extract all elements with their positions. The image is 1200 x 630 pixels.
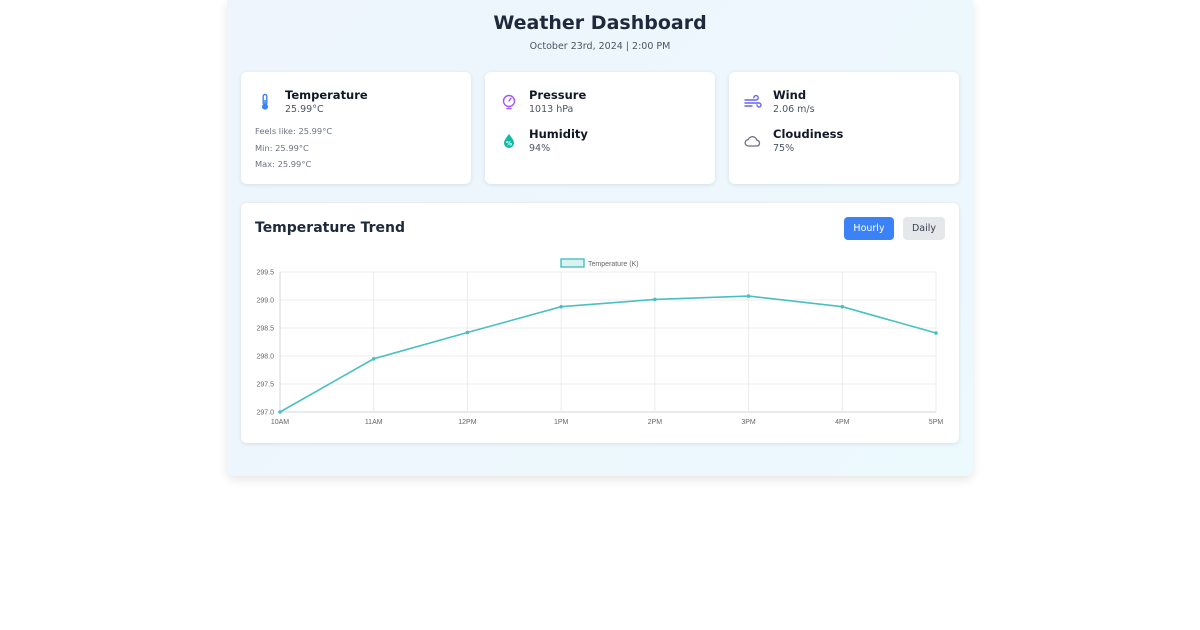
hourly-button[interactable]: Hourly <box>844 217 894 240</box>
gauge-icon <box>499 92 519 112</box>
y-tick-label: 297.5 <box>256 382 274 389</box>
cloudiness-stat: Cloudiness 75% <box>743 127 943 161</box>
thermometer-icon <box>255 92 275 112</box>
pressure-humidity-card: Pressure 1013 hPa % Humidity 94% <box>485 72 715 184</box>
temperature-data-point <box>559 304 563 309</box>
min-temp-text: Min: 25.99°C <box>255 143 309 153</box>
x-tick-label: 5PM <box>929 419 944 426</box>
x-tick-label: 1PM <box>554 419 569 426</box>
wind-label: Wind <box>773 88 807 102</box>
temperature-data-point <box>934 331 938 335</box>
droplet-icon: % <box>499 131 519 151</box>
humidity-value: 94% <box>529 143 551 154</box>
wind-stat: Wind 2.06 m/s <box>743 88 943 122</box>
pressure-value: 1013 hPa <box>529 104 574 115</box>
page-title: Weather Dashboard <box>493 12 707 34</box>
temperature-trend-card: Temperature Trend Hourly Daily 297.0 297.… <box>241 203 959 443</box>
humidity-label: Humidity <box>529 127 588 141</box>
cloudiness-value: 75% <box>773 143 795 154</box>
x-tick-label: 4PM <box>835 419 850 426</box>
wind-cloudiness-card: Wind 2.06 m/s Cloudiness 75% <box>729 72 959 184</box>
temperature-stat: Temperature 25.99°C <box>255 88 455 122</box>
pressure-stat: Pressure 1013 hPa <box>499 88 699 122</box>
date-time: October 23rd, 2024 | 2:00 PM <box>529 41 671 52</box>
y-tick-label: 297.0 <box>256 410 274 417</box>
y-tick-label: 299.5 <box>256 270 274 277</box>
pressure-label: Pressure <box>529 88 587 102</box>
y-tick-label: 298.0 <box>256 354 274 361</box>
temperature-data-point <box>371 357 376 361</box>
y-tick-label: 298.5 <box>256 326 274 333</box>
trend-title: Temperature Trend <box>255 220 405 236</box>
temperature-data-point <box>278 410 282 414</box>
x-tick-label: 3PM <box>741 419 756 426</box>
x-tick-label: 2PM <box>648 419 663 426</box>
temperature-label: Temperature <box>285 88 368 102</box>
temperature-data-point <box>653 297 657 302</box>
temperature-series-line <box>279 295 937 413</box>
svg-text:%: % <box>506 141 512 148</box>
temperature-value: 25.99°C <box>285 104 324 115</box>
legend-swatch <box>560 258 585 268</box>
legend-label: Temperature (K) <box>588 261 639 268</box>
cloud-icon <box>743 131 763 151</box>
wind-icon <box>743 92 763 112</box>
x-tick-label: 12PM <box>458 419 476 426</box>
cloudiness-label: Cloudiness <box>773 127 844 141</box>
weather-dashboard: Weather Dashboard October 23rd, 2024 | 2… <box>227 0 973 476</box>
max-temp-text: Max: 25.99°C <box>255 159 312 169</box>
temperature-data-point <box>746 294 751 298</box>
temperature-line-chart: 297.0 297.5 298.0 298.5 299.0 299.5 10AM 11AM 12… <box>256 258 944 426</box>
temperature-card: Temperature 25.99°C Feels like: 25.99°C … <box>241 72 471 184</box>
wind-value: 2.06 m/s <box>773 104 815 115</box>
daily-button[interactable]: Daily <box>903 217 945 240</box>
feels-like-text: Feels like: 25.99°C <box>255 126 333 136</box>
x-tick-label: 10AM <box>271 419 289 426</box>
x-tick-label: 11AM <box>365 419 383 426</box>
temperature-data-point <box>465 330 470 335</box>
humidity-stat: % Humidity 94% <box>499 127 699 161</box>
y-tick-label: 299.0 <box>256 298 274 305</box>
temperature-data-point <box>840 304 845 309</box>
